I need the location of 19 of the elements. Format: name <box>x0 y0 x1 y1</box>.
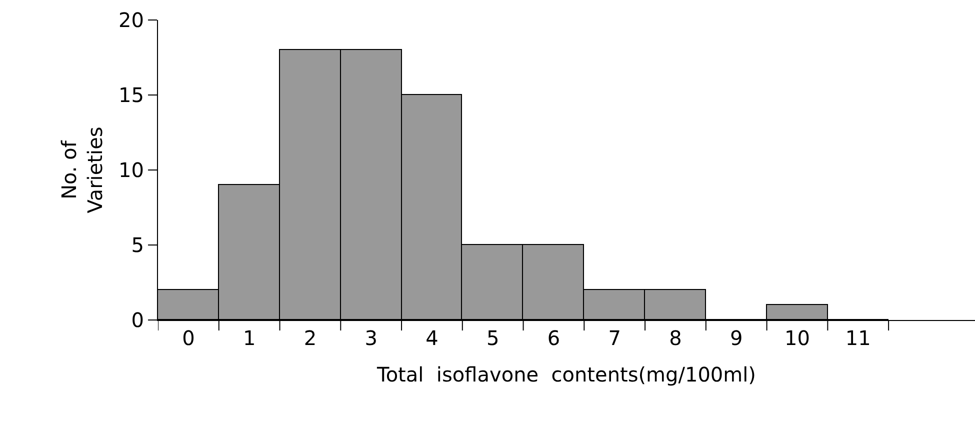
x-tick-label: 7 <box>608 326 621 350</box>
y-tick-label: 10 <box>118 158 144 182</box>
x-tick-label: 4 <box>426 326 438 350</box>
x-axis-title: Total isoflavone contents(mg/100ml) <box>376 362 756 386</box>
y-tick-label: 20 <box>118 8 144 32</box>
x-tick-label: 5 <box>486 326 500 350</box>
y-tick-label: 15 <box>118 83 144 107</box>
x-tick-label: 1 <box>242 326 256 350</box>
y-axis-title: No. of Varieties <box>57 126 108 214</box>
x-tick-label: 11 <box>845 326 871 350</box>
x-tick-label: 2 <box>304 326 317 350</box>
x-tick-label: 0 <box>182 326 195 350</box>
x-tick-label: 8 <box>669 326 682 350</box>
x-tick-label: 9 <box>730 326 743 350</box>
x-tick-label: 10 <box>784 326 810 350</box>
y-tick-label: 0 <box>131 308 144 332</box>
x-tick-label: 3 <box>364 326 378 350</box>
x-tick-label: 6 <box>547 326 560 350</box>
y-tick-label: 5 <box>131 233 144 257</box>
